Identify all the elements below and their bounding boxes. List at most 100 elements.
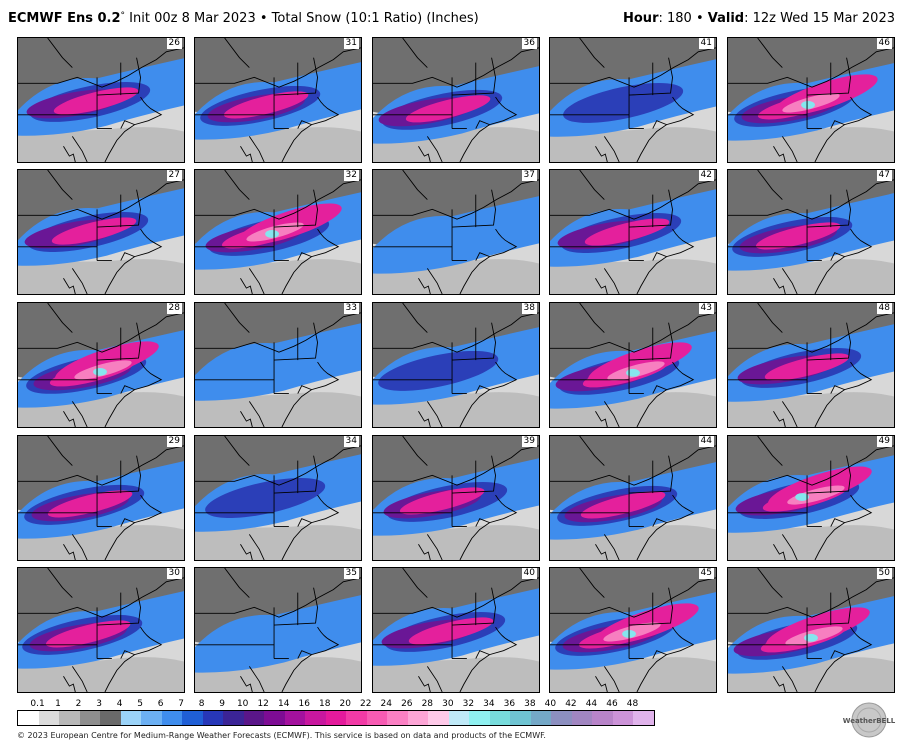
member-number: 44: [698, 436, 714, 447]
member-number: 37: [521, 170, 537, 181]
legend-swatch: [182, 711, 203, 725]
legend-swatch: [223, 711, 244, 725]
legend-swatch: [387, 711, 408, 725]
legend-tick: 20: [339, 699, 351, 709]
legend-swatch: [428, 711, 449, 725]
legend-tick: 1: [55, 699, 61, 709]
legend-swatch: [243, 711, 265, 725]
legend-tick: 32: [462, 699, 475, 709]
ensemble-member-panel: 43: [549, 302, 717, 428]
legend-swatch: [510, 711, 531, 725]
ensemble-member-panel: 30: [17, 567, 185, 693]
ensemble-member-panel: 28: [17, 302, 185, 428]
member-number: 34: [343, 436, 359, 447]
member-number: 42: [698, 170, 714, 181]
init-text: Init 00z 8 Mar 2023 • Total Snow (10:1 R…: [125, 11, 479, 26]
legend-tick-labels: 0.1 1 2 3 4 5 6 7 8 9 10 12 14 16 18 20 22 24 26 28 30 32 34 36…: [17, 699, 653, 710]
ensemble-panel-grid: 26 31 36 41: [17, 37, 895, 695]
ensemble-member-panel: 41: [549, 37, 717, 163]
member-number: 33: [343, 303, 359, 314]
member-number: 36: [521, 38, 537, 49]
legend-tick: 2: [75, 699, 82, 709]
member-number: 38: [521, 303, 537, 314]
legend-swatch: [407, 711, 429, 725]
legend-swatch: [120, 711, 142, 725]
legend-tick: 40: [544, 699, 557, 709]
legend-tick: 30: [442, 699, 454, 709]
member-number: 32: [343, 170, 359, 181]
member-number: 50: [876, 568, 892, 579]
legend-tick: 6: [157, 699, 164, 709]
member-number: 47: [876, 170, 892, 181]
member-number: 41: [698, 38, 714, 49]
legend-tick: 10: [236, 699, 249, 709]
copyright-footer: © 2023 European Centre for Medium-Range …: [17, 731, 546, 740]
legend-tick: 12: [257, 699, 269, 709]
legend-swatch: [325, 711, 347, 725]
valid-label: Valid: [707, 11, 745, 26]
map-title: ECMWF Ens 0.2° Init 00z 8 Mar 2023 • Tot…: [8, 11, 479, 26]
legend-tick: 46: [606, 699, 618, 709]
ensemble-member-panel: 44: [549, 435, 717, 561]
ensemble-member-panel: 31: [194, 37, 362, 163]
ensemble-member-panel: 42: [549, 169, 717, 295]
legend-swatch: [489, 711, 511, 725]
member-number: 27: [166, 170, 182, 181]
member-number: 49: [876, 436, 892, 447]
legend-tick: 16: [298, 699, 310, 709]
legend-tick: 5: [137, 699, 143, 709]
member-number: 31: [343, 38, 359, 49]
snowfall-color-legend: [17, 710, 655, 726]
legend-tick: 4: [116, 699, 123, 709]
legend-tick: 3: [96, 699, 102, 709]
legend-tick: 44: [585, 699, 598, 709]
ensemble-member-panel: 34: [194, 435, 362, 561]
legend-swatch: [264, 711, 285, 725]
legend-swatch: [592, 711, 613, 725]
ensemble-member-panel: 50: [727, 567, 895, 693]
legend-tick: 28: [421, 699, 434, 709]
legend-tick: 18: [319, 699, 331, 709]
legend-swatch: [448, 711, 470, 725]
legend-tick: 34: [483, 699, 495, 709]
legend-swatch: [571, 711, 593, 725]
legend-swatch: [612, 711, 634, 725]
legend-tick: 24: [380, 699, 393, 709]
legend-swatch: [633, 711, 654, 725]
ensemble-member-panel: 27: [17, 169, 185, 295]
ensemble-member-panel: 35: [194, 567, 362, 693]
legend-swatch: [38, 711, 60, 725]
member-number: 45: [698, 568, 714, 579]
ensemble-member-panel: 39: [372, 435, 540, 561]
legend-tick: 7: [178, 699, 184, 709]
member-number: 30: [166, 568, 182, 579]
member-number: 43: [698, 303, 714, 314]
legend-tick: 14: [277, 699, 290, 709]
ensemble-member-panel: 33: [194, 302, 362, 428]
valid-info: Hour: 180 • Valid: 12z Wed 15 Mar 2023: [623, 11, 895, 26]
legend-swatch: [530, 711, 552, 725]
member-number: 48: [876, 303, 892, 314]
legend-swatch: [79, 711, 101, 725]
ensemble-member-panel: 47: [727, 169, 895, 295]
ensemble-member-panel: 29: [17, 435, 185, 561]
legend-swatch: [18, 711, 39, 725]
member-number: 40: [521, 568, 537, 579]
legend-swatch: [202, 711, 224, 725]
member-number: 28: [166, 303, 182, 314]
legend-swatch: [284, 711, 306, 725]
legend-swatch: [346, 711, 367, 725]
legend-swatch: [161, 711, 183, 725]
legend-tick: 9: [219, 699, 226, 709]
member-number: 39: [521, 436, 537, 447]
hour-label: Hour: [623, 11, 659, 26]
model-name: ECMWF Ens 0.2: [8, 11, 121, 26]
hour-value: : 180 •: [658, 11, 708, 26]
ensemble-member-panel: 36: [372, 37, 540, 163]
legend-tick: 36: [503, 699, 516, 709]
member-number: 29: [166, 436, 182, 447]
legend-swatch: [551, 711, 572, 725]
legend-tick: 48: [626, 699, 639, 709]
legend-swatch: [469, 711, 490, 725]
member-number: 26: [166, 38, 182, 49]
